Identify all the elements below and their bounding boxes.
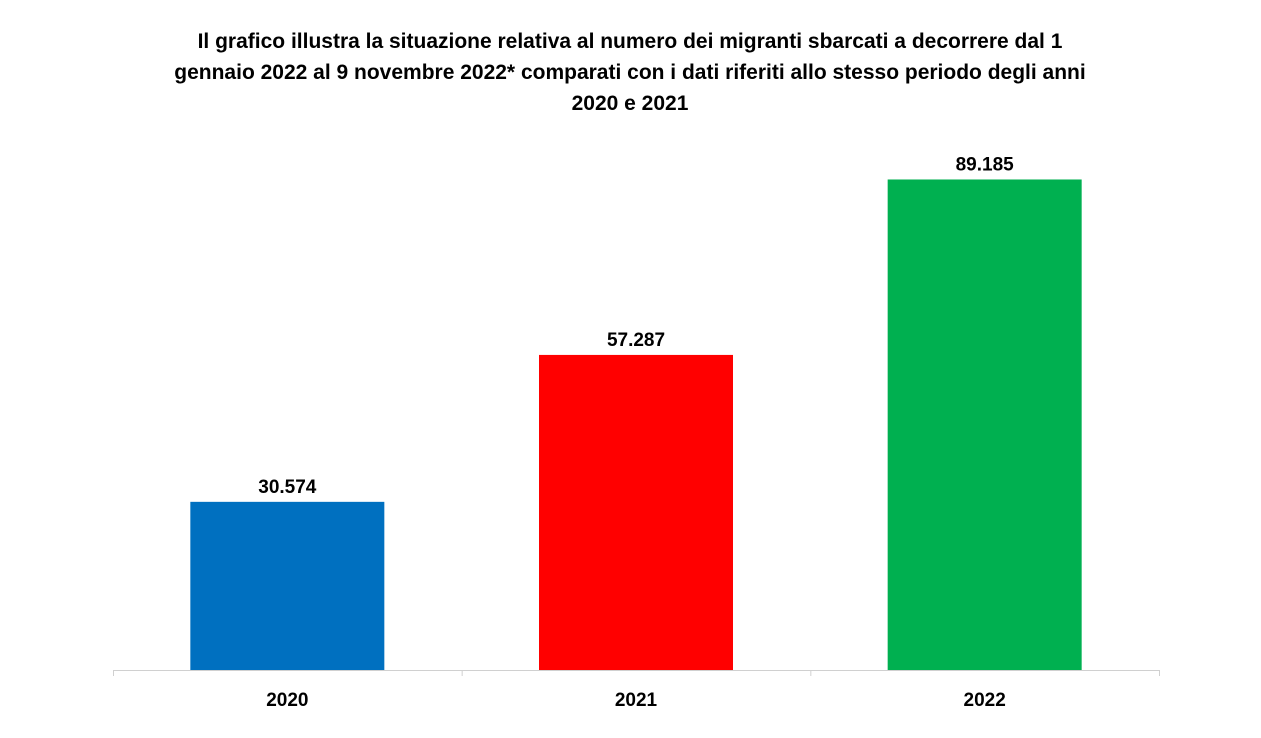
- x-tick-label-2020: 2020: [266, 690, 308, 711]
- chart-title-line-1: Il grafico illustra la situazione relati…: [197, 30, 1063, 53]
- x-tick-label-2021: 2021: [615, 690, 658, 711]
- plot-area: 30.574 2020 57.287 2021 89.185 2022: [113, 154, 1160, 711]
- bar-2021: [539, 354, 733, 670]
- data-label-2022: 89.185: [956, 154, 1015, 175]
- bar-2020: [190, 501, 385, 670]
- chart-title: Il grafico illustra la situazione relati…: [130, 26, 1130, 119]
- chart-title-line-3: 2020 e 2021: [571, 92, 689, 115]
- chart-title-line-2: gennaio 2022 al 9 novembre 2022* compara…: [174, 61, 1086, 84]
- data-label-2021: 57.287: [607, 330, 665, 351]
- bar-2022: [887, 179, 1082, 671]
- data-label-2020: 30.574: [258, 477, 317, 498]
- x-tick-label-2022: 2022: [964, 690, 1006, 711]
